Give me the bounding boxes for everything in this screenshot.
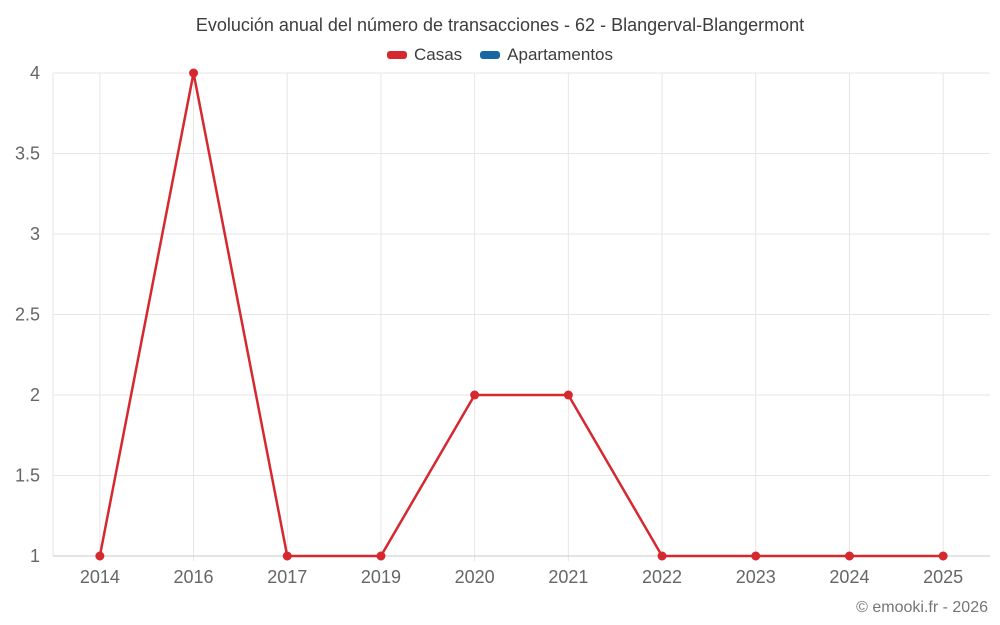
copyright-text: © emooki.fr - 2026 <box>856 599 988 616</box>
x-tick-label: 2022 <box>642 567 682 587</box>
casas-legend-swatch-icon <box>386 51 407 59</box>
y-tick-label: 4 <box>30 63 40 83</box>
apartamentos-legend-swatch-icon <box>480 51 501 59</box>
y-tick-label: 1 <box>30 546 40 566</box>
x-tick-label: 2024 <box>829 567 869 587</box>
x-tick-label: 2016 <box>174 567 214 587</box>
data-point-casas[interactable] <box>751 551 761 561</box>
apartamentos-legend-label: Apartamentos <box>507 45 614 64</box>
x-tick-label: 2025 <box>923 567 963 587</box>
y-tick-label: 2 <box>30 385 40 405</box>
casas-legend-label: Casas <box>413 45 463 64</box>
y-tick-label: 1.5 <box>15 466 40 486</box>
x-tick-label: 2021 <box>548 567 588 587</box>
legend-item-casas[interactable]: Casas <box>386 45 463 65</box>
x-tick-label: 2023 <box>736 567 776 587</box>
x-tick-label: 2020 <box>455 567 495 587</box>
data-point-casas[interactable] <box>657 551 667 561</box>
data-point-casas[interactable] <box>282 551 292 561</box>
data-point-casas[interactable] <box>844 551 854 561</box>
x-tick-label: 2017 <box>267 567 307 587</box>
y-tick-label: 3.5 <box>15 144 40 164</box>
chart-title: Evolución anual del número de transaccio… <box>195 15 805 35</box>
legend-item-apartamentos[interactable]: Apartamentos <box>480 45 613 65</box>
x-tick-label: 2019 <box>361 567 401 587</box>
y-tick-label: 3 <box>30 224 40 244</box>
data-point-casas[interactable] <box>95 551 105 561</box>
series-line-casas <box>98 71 945 558</box>
y-tick-label: 2.5 <box>15 305 40 325</box>
x-tick-label: 2014 <box>80 567 120 587</box>
data-point-casas[interactable] <box>563 390 573 400</box>
data-point-casas[interactable] <box>938 551 948 561</box>
chart-legend: Casas Apartamentos <box>0 45 1000 65</box>
data-point-casas[interactable] <box>189 68 199 78</box>
data-point-casas[interactable] <box>376 551 386 561</box>
data-point-casas[interactable] <box>470 390 480 400</box>
